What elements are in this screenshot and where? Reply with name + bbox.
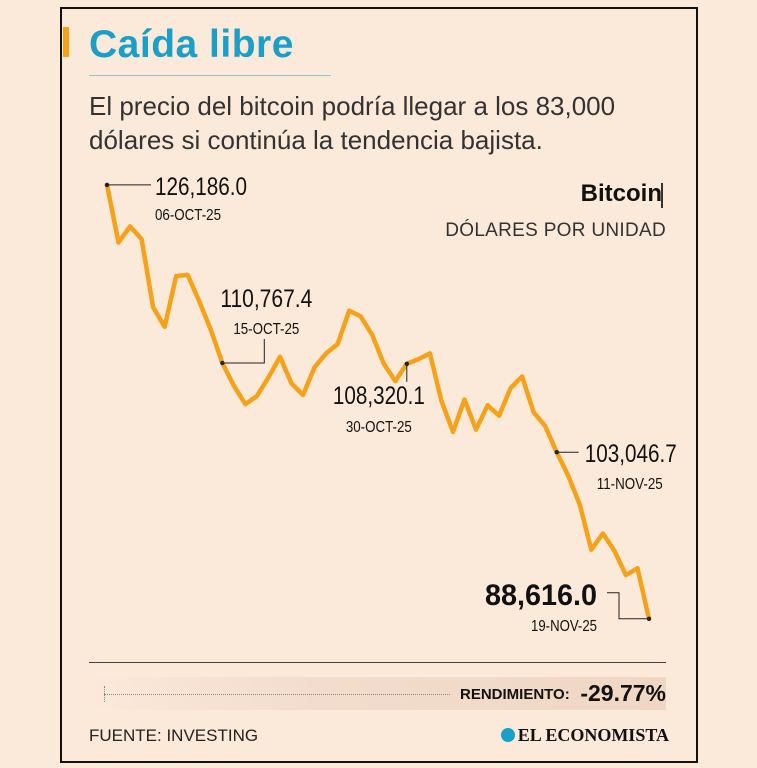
annotation-leader xyxy=(222,339,265,364)
annotation-date: 19-NOV-25 xyxy=(531,618,597,635)
annotation-value: 126,186.0 xyxy=(155,173,247,201)
subtitle: El precio del bitcoin podría llegar a lo… xyxy=(89,91,616,155)
title-accent-bar xyxy=(63,27,69,57)
annotation-date: 11-NOV-25 xyxy=(597,476,663,493)
chart-baseline xyxy=(89,662,666,663)
annotation-point xyxy=(554,449,559,455)
annotation-leader xyxy=(607,592,649,620)
annotation-point xyxy=(404,361,410,366)
annotation-date: 30-OCT-25 xyxy=(346,419,412,436)
brand-globe-icon xyxy=(500,728,515,742)
annotation-point xyxy=(220,360,225,366)
yield-band xyxy=(89,677,666,710)
annotation-point xyxy=(646,616,652,621)
annotation-date: 15-OCT-25 xyxy=(233,321,299,338)
source-note: FUENTE: INVESTING xyxy=(89,726,259,745)
brand-name: EL ECONOMISTA xyxy=(517,725,669,745)
yield-label: RENDIMIENTO: xyxy=(460,686,570,703)
annotation-value: 110,767.4 xyxy=(220,285,312,313)
page-title: Caída libre xyxy=(89,23,294,66)
annotation-value: 103,046.7 xyxy=(585,440,677,468)
legend-series-name: Bitcoin xyxy=(580,180,662,207)
infographic-frame xyxy=(60,7,698,763)
brand-logo: EL ECONOMISTA xyxy=(500,725,669,746)
annotation-value: 88,616.0 xyxy=(485,579,597,612)
bitcoin-price-line xyxy=(104,182,652,622)
annotation-value: 108,320.1 xyxy=(333,382,425,410)
yield-leader-line xyxy=(104,694,450,695)
legend-unit: DÓLARES POR UNIDAD xyxy=(445,220,666,241)
annotation-date: 06-OCT-25 xyxy=(155,207,221,224)
title-underline xyxy=(89,75,331,76)
yield-value: -29.77% xyxy=(580,680,666,706)
annotation-point xyxy=(104,182,110,188)
legend-separator xyxy=(661,183,663,208)
